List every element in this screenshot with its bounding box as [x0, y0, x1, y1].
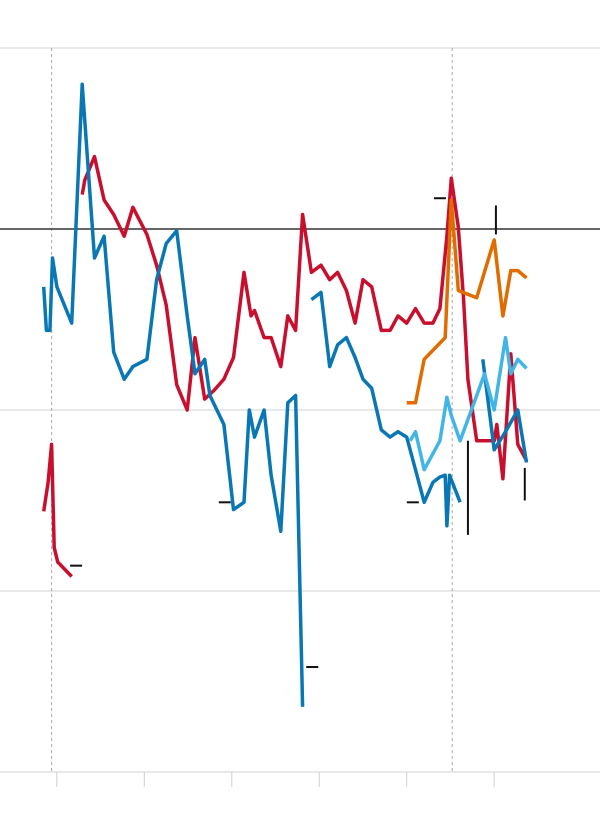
- data-line: [41, 154, 529, 578]
- data-line: [408, 335, 528, 472]
- data-line: [406, 198, 528, 405]
- data-line: [41, 82, 529, 707]
